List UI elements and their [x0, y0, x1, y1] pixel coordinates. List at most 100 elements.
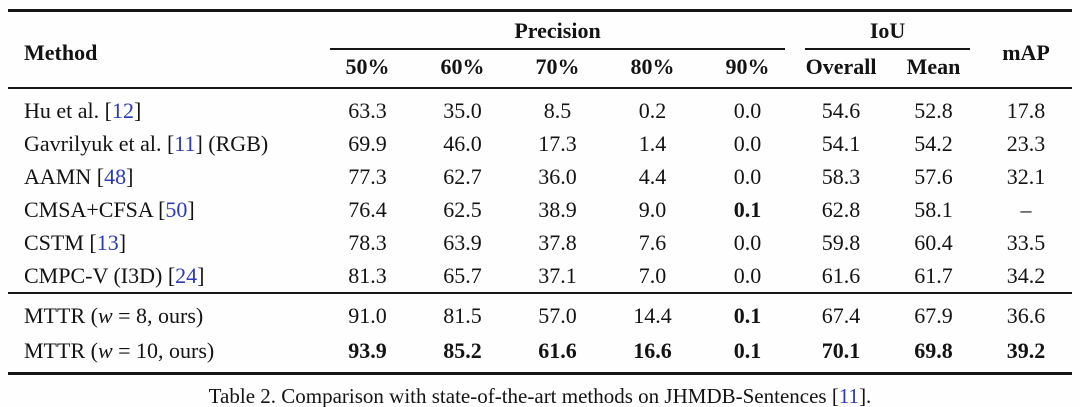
group-header-row: Method Precision IoU mAP [8, 11, 1072, 65]
method-cell: MTTR (w = 8, ours) [8, 293, 320, 333]
value-cell: 57.0 [538, 303, 577, 328]
value-cell: 0.0 [733, 230, 762, 255]
value-cell: 54.1 [821, 131, 861, 156]
text-segment: Gavrilyuk et al. [ [24, 131, 175, 156]
value-cell: 9.0 [638, 197, 667, 222]
column-header-p60: 60% [440, 54, 485, 79]
value-cell: 7.6 [638, 230, 667, 255]
value-cell: 16.6 [633, 338, 672, 363]
column-header-mean: Mean [906, 54, 961, 79]
text-segment: CMPC-V (I3D) [ [24, 263, 176, 288]
text-segment: w [97, 303, 113, 328]
value-cell: 61.6 [538, 338, 577, 363]
results-table: Method Precision IoU mAP 50% 60% 70% 80%… [8, 9, 1073, 375]
value-cell: 63.3 [348, 98, 387, 123]
value-cell: 77.3 [348, 164, 387, 189]
method-cell: CSTM [13] [8, 226, 320, 259]
value-cell: 0.0 [733, 164, 762, 189]
value-cell: 39.2 [1006, 338, 1046, 363]
column-header-overall: Overall [805, 54, 877, 79]
method-cell: MTTR (w = 10, ours) [8, 333, 320, 374]
text-segment: CSTM [ [24, 230, 97, 255]
value-cell: 57.6 [914, 164, 953, 189]
text-segment: ] [133, 98, 142, 123]
citation-link[interactable]: 13 [96, 230, 119, 255]
value-cell: 23.3 [1006, 131, 1046, 156]
value-cell: 76.4 [348, 197, 387, 222]
value-cell: 0.1 [733, 303, 762, 328]
value-cell: 46.0 [443, 131, 482, 156]
method-cell: Gavrilyuk et al. [11] (RGB) [8, 127, 320, 160]
citation-link[interactable]: 50 [165, 197, 188, 222]
citation-link[interactable]: 48 [104, 164, 127, 189]
column-header-map: mAP [1002, 39, 1050, 65]
value-cell: 69.9 [348, 131, 387, 156]
method-cell: CMPC-V (I3D) [24] [8, 259, 320, 293]
value-cell: 35.0 [443, 98, 482, 123]
table-row: CSTM [13] 78.3 63.9 37.8 7.6 0.0 59.8 60.4 33.5 [8, 226, 1072, 259]
column-group-precision: Precision [320, 11, 795, 50]
value-cell: 0.0 [733, 263, 762, 288]
table-caption: Table 2. Comparison with state-of-the-ar… [8, 384, 1072, 407]
column-header-p70: 70% [535, 54, 580, 79]
value-cell: 34.2 [1006, 263, 1046, 288]
value-cell: 0.0 [733, 98, 762, 123]
value-cell: 17.3 [538, 131, 577, 156]
column-group-iou: IoU [795, 11, 980, 50]
value-cell: 1.4 [638, 131, 667, 156]
precision-group-label: Precision [330, 18, 786, 50]
table-body-ours: MTTR (w = 8, ours) 91.0 81.5 57.0 14.4 0.1 67.… [8, 293, 1072, 374]
value-cell: 54.2 [914, 131, 953, 156]
value-cell: 69.8 [914, 338, 953, 363]
citation-link[interactable]: 12 [111, 98, 134, 123]
citation-link[interactable]: 11 [838, 384, 860, 407]
value-cell: 91.0 [348, 303, 387, 328]
value-cell: 70.1 [821, 338, 861, 363]
table-row: MTTR (w = 8, ours) 91.0 81.5 57.0 14.4 0.1 67.… [8, 293, 1072, 333]
text-segment: ] [118, 230, 127, 255]
column-header-p50: 50% [345, 54, 390, 79]
text-segment: Hu et al. [ [24, 98, 112, 123]
value-cell: 0.1 [733, 197, 762, 222]
value-cell: 37.1 [538, 263, 577, 288]
value-cell: 81.3 [348, 263, 387, 288]
value-cell: 67.9 [914, 303, 953, 328]
value-cell: 62.7 [443, 164, 482, 189]
value-cell: 93.9 [348, 338, 387, 363]
text-segment: ] [126, 164, 134, 189]
value-cell: 61.6 [821, 263, 861, 288]
value-cell: 62.5 [443, 197, 482, 222]
table-row: MTTR (w = 10, ours) 93.9 85.2 61.6 16.6 0.1 70… [8, 333, 1072, 374]
value-cell: 14.4 [633, 303, 672, 328]
value-cell: 0.0 [733, 131, 762, 156]
column-header-method: Method [24, 39, 98, 65]
value-cell: 78.3 [348, 230, 387, 255]
value-cell: 17.8 [1006, 98, 1046, 123]
value-cell: 67.4 [821, 303, 861, 328]
table-row: Hu et al. [12] 63.3 35.0 8.5 0.2 0.0 54.6 52.8 1… [8, 88, 1072, 127]
text-segment: CMSA+CFSA [ [24, 197, 166, 222]
value-cell: 65.7 [443, 263, 482, 288]
text-segment: AAMN [ [24, 164, 105, 189]
table-row: CMSA+CFSA [50] 76.4 62.5 38.9 9.0 0.1 62.8 58.1… [8, 193, 1072, 226]
text-segment: = 8, ours) [112, 303, 204, 328]
text-segment: MTTR ( [24, 338, 98, 363]
table-header: Method Precision IoU mAP 50% 60% 70% 80%… [8, 11, 1073, 88]
value-cell: 36.0 [538, 164, 577, 189]
subheader-row: 50% 60% 70% 80% 90% Overall Mean [8, 50, 1072, 88]
text-segment: ]. [859, 384, 872, 407]
method-cell: AAMN [48] [8, 160, 320, 193]
method-cell: Hu et al. [12] [8, 88, 320, 127]
value-cell: 33.5 [1006, 230, 1046, 255]
value-cell: 60.4 [914, 230, 953, 255]
text-segment: w [97, 338, 113, 363]
citation-link[interactable]: 24 [175, 263, 198, 288]
value-cell: 4.4 [638, 164, 667, 189]
value-cell: 63.9 [443, 230, 482, 255]
citation-link[interactable]: 11 [174, 131, 196, 156]
text-segment: MTTR ( [24, 303, 98, 328]
value-cell: 52.8 [914, 98, 953, 123]
column-header-p80: 80% [630, 54, 675, 79]
iou-group-label: IoU [805, 18, 971, 50]
